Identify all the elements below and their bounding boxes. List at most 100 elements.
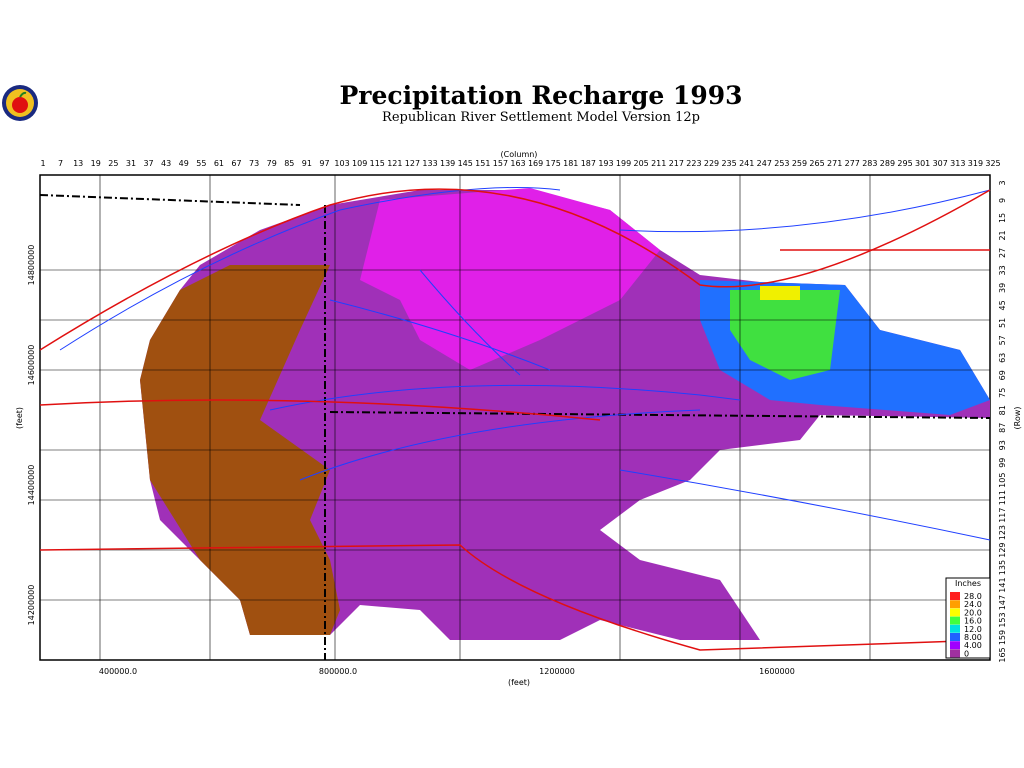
y-tick-label: 14200000 — [27, 585, 36, 626]
legend: Inches 28.024.020.016.012.08.004.000 — [945, 577, 991, 659]
x-tick-label: 800000.0 — [319, 667, 357, 676]
legend-swatch — [950, 624, 960, 633]
column-tick-label: 241 — [739, 159, 754, 168]
y-tick-label: 14400000 — [27, 465, 36, 506]
x-tick-label: 400000.0 — [99, 667, 137, 676]
row-tick-label: 117 — [998, 508, 1007, 523]
column-tick-label: 253 — [774, 159, 789, 168]
column-tick-label: 223 — [686, 159, 701, 168]
column-tick-label: 169 — [528, 159, 543, 168]
y-label: (feet) — [15, 407, 24, 429]
column-tick-label: 181 — [563, 159, 578, 168]
legend-label: 16.0 — [964, 617, 982, 626]
column-tick-label: 97 — [319, 159, 329, 168]
row-tick-label: 81 — [998, 405, 1007, 415]
row-tick-label: 129 — [998, 542, 1007, 557]
row-tick-label: 141 — [998, 577, 1007, 592]
row-tick-label: 27 — [998, 248, 1007, 258]
column-tick-label: 13 — [73, 159, 83, 168]
column-tick-label: 277 — [845, 159, 860, 168]
logo — [2, 85, 38, 121]
row-tick-label: 87 — [998, 423, 1007, 433]
column-tick-label: 49 — [179, 159, 189, 168]
y-tick-label: 14800000 — [27, 245, 36, 286]
column-tick-label: 115 — [370, 159, 385, 168]
row-tick-label: 21 — [998, 230, 1007, 240]
column-tick-label: 157 — [493, 159, 508, 168]
column-tick-label: 295 — [897, 159, 912, 168]
column-tick-label: 139 — [440, 159, 455, 168]
column-tick-label: 37 — [143, 159, 153, 168]
column-tick-label: 103 — [334, 159, 349, 168]
column-tick-label: 163 — [510, 159, 525, 168]
legend-label: 8.00 — [964, 633, 982, 642]
column-tick-label: 19 — [91, 159, 101, 168]
column-tick-label: 73 — [249, 159, 259, 168]
column-tick-label: 79 — [267, 159, 277, 168]
column-tick-label: 307 — [933, 159, 948, 168]
column-tick-label: 301 — [915, 159, 930, 168]
column-tick-label: 313 — [950, 159, 965, 168]
legend-swatch — [950, 592, 960, 600]
row-tick-label: 93 — [998, 440, 1007, 450]
column-tick-label: 205 — [634, 159, 649, 168]
row-tick-label: 123 — [998, 525, 1007, 540]
legend-label: 28.0 — [964, 592, 982, 601]
column-tick-label: 319 — [968, 159, 983, 168]
column-tick-label: 31 — [126, 159, 136, 168]
legend-title: Inches — [955, 579, 981, 588]
column-tick-label: 193 — [598, 159, 613, 168]
x-tick-label: 1600000 — [759, 667, 795, 676]
row-tick-label: 99 — [998, 458, 1007, 468]
column-label: (Column) — [501, 150, 538, 159]
column-tick-label: 217 — [669, 159, 684, 168]
subtitle: Republican River Settlement Model Versio… — [382, 110, 700, 125]
column-tick-label: 289 — [880, 159, 895, 168]
column-tick-label: 121 — [387, 159, 402, 168]
column-tick-label: 199 — [616, 159, 631, 168]
legend-label: 4.00 — [964, 641, 982, 650]
column-tick-label: 175 — [546, 159, 561, 168]
row-tick-label: 63 — [998, 353, 1007, 363]
row-tick-label: 111 — [998, 490, 1007, 505]
legend-swatch — [950, 641, 960, 650]
column-tick-label: 61 — [214, 159, 224, 168]
column-tick-label: 325 — [985, 159, 1000, 168]
legend-swatch — [950, 600, 960, 609]
x-tick-label: 1200000 — [539, 667, 575, 676]
row-tick-label: 105 — [998, 473, 1007, 488]
row-tick-label: 15 — [998, 213, 1007, 223]
column-tick-label: 133 — [422, 159, 437, 168]
column-tick-label: 109 — [352, 159, 367, 168]
column-tick-label: 187 — [581, 159, 596, 168]
column-tick-label: 265 — [809, 159, 824, 168]
column-tick-label: 127 — [405, 159, 420, 168]
row-tick-label: 39 — [998, 283, 1007, 293]
legend-label: 20.0 — [964, 608, 982, 617]
row-tick-label: 147 — [998, 595, 1007, 610]
title: Precipitation Recharge 1993 — [339, 81, 742, 110]
column-tick-label: 25 — [108, 159, 118, 168]
x-label: (feet) — [508, 678, 530, 687]
column-tick-label: 1 — [40, 159, 45, 168]
column-tick-label: 259 — [792, 159, 807, 168]
column-tick-label: 283 — [862, 159, 877, 168]
column-tick-label: 7 — [58, 159, 63, 168]
column-tick-label: 91 — [302, 159, 312, 168]
legend-swatch — [950, 608, 960, 617]
row-tick-label: 51 — [998, 318, 1007, 328]
column-tick-label: 247 — [757, 159, 772, 168]
row-tick-label: 153 — [998, 612, 1007, 627]
column-tick-label: 151 — [475, 159, 490, 168]
column-tick-label: 271 — [827, 159, 842, 168]
y-tick-label: 14600000 — [27, 345, 36, 386]
row-label: (Row) — [1013, 407, 1022, 430]
row-tick-label: 57 — [998, 335, 1007, 345]
row-tick-label: 165 — [998, 647, 1007, 662]
row-tick-label: 135 — [998, 560, 1007, 575]
map — [39, 174, 991, 661]
legend-swatch — [950, 633, 960, 641]
row-tick-label: 75 — [998, 388, 1007, 398]
column-tick-label: 67 — [231, 159, 241, 168]
